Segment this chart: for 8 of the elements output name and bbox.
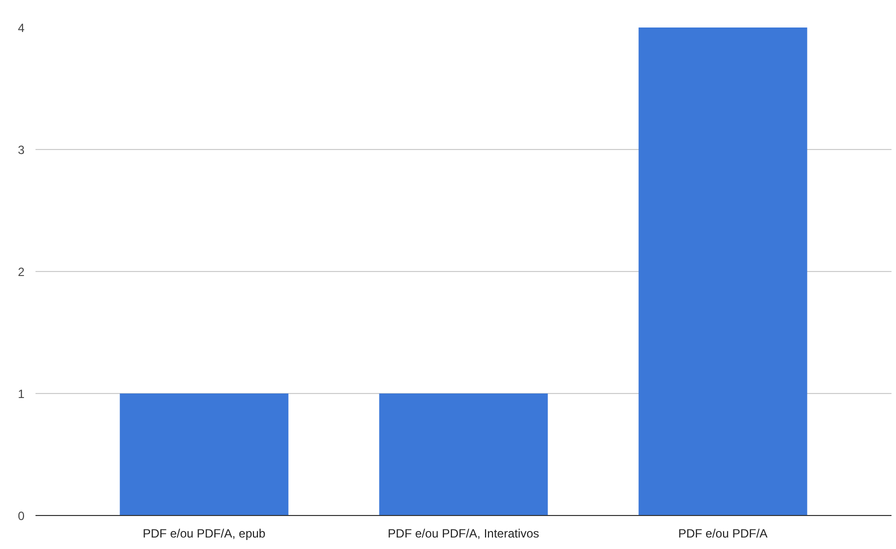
y-tick-label: 2 <box>18 265 25 279</box>
y-tick-label: 4 <box>18 21 25 35</box>
x-tick-label: PDF e/ou PDF/A, Interativos <box>388 526 540 540</box>
y-tick-label: 3 <box>18 143 25 157</box>
y-tick-label: 0 <box>18 509 25 523</box>
x-tick-label: PDF e/ou PDF/A, epub <box>142 526 266 540</box>
y-tick-label: 1 <box>18 387 25 401</box>
x-tick-label: PDF e/ou PDF/A <box>678 526 768 540</box>
